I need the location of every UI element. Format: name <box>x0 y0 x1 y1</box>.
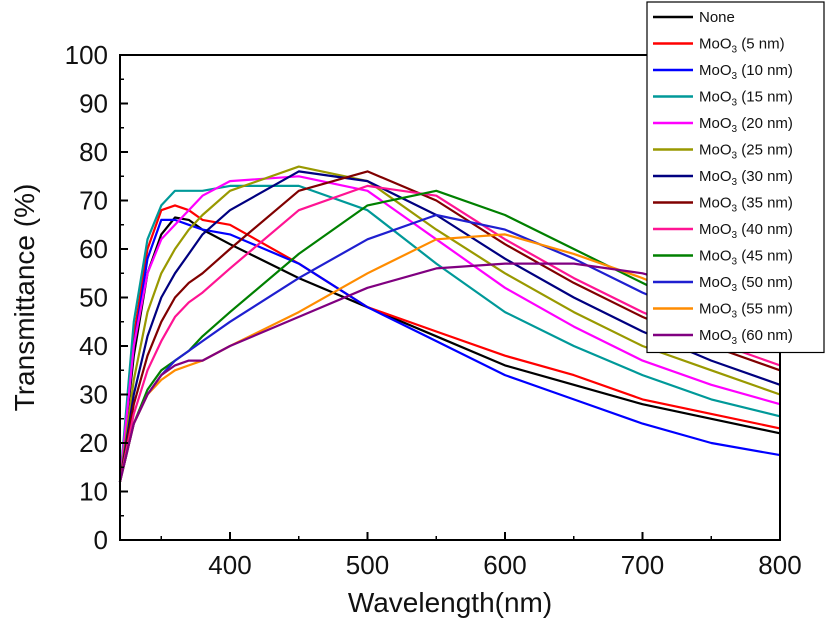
x-tick-label: 600 <box>483 550 526 580</box>
legend-label: MoO3 (25 nm) <box>699 142 793 162</box>
series-line-8 <box>118 184 781 483</box>
series-line-5 <box>118 165 781 482</box>
series-line-6 <box>118 170 781 482</box>
x-axis-title: Wavelength(nm) <box>348 587 552 618</box>
y-tick-label: 70 <box>79 186 108 216</box>
y-tick-label: 100 <box>65 40 108 70</box>
y-tick-label: 90 <box>79 89 108 119</box>
series-line-11 <box>118 233 781 483</box>
x-axis-ticks: 400 500 600 700 800 <box>160 532 802 580</box>
y-tick-label: 20 <box>79 428 108 458</box>
x-tick-label: 400 <box>208 550 251 580</box>
legend-label: MoO3 (60 nm) <box>699 327 793 347</box>
legend-label: MoO3 (20 nm) <box>699 115 793 135</box>
legend-label: MoO3 (45 nm) <box>699 248 793 268</box>
x-tick-label: 500 <box>346 550 389 580</box>
y-tick-label: 40 <box>79 331 108 361</box>
series-line-2 <box>118 218 781 482</box>
series-line-12 <box>118 262 781 483</box>
legend-label: MoO3 (55 nm) <box>699 301 793 321</box>
x-tick-label: 700 <box>621 550 664 580</box>
legend-label: MoO3 (30 nm) <box>699 168 793 188</box>
y-tick-label: 30 <box>79 380 108 410</box>
legend-label: MoO3 (50 nm) <box>699 274 793 294</box>
y-tick-label: 50 <box>79 283 108 313</box>
series-line-1 <box>118 204 781 482</box>
y-tick-label: 0 <box>94 525 108 555</box>
legend-label: None <box>699 9 735 26</box>
series-line-7 <box>118 170 781 482</box>
legend-label: MoO3 (10 nm) <box>699 62 793 82</box>
legend-label: MoO3 (5 nm) <box>699 36 785 56</box>
x-tick-label: 800 <box>758 550 801 580</box>
y-axis-title: Transmittance (%) <box>9 184 40 412</box>
plot-lines <box>118 165 781 483</box>
y-tick-label: 80 <box>79 137 108 167</box>
legend-label: MoO3 (40 nm) <box>699 221 793 241</box>
legend: None MoO3 (5 nm) MoO3 (10 nm) MoO3 (15 nm) M… <box>646 1 825 354</box>
series-line-3 <box>118 184 781 482</box>
legend-label: MoO3 (35 nm) <box>699 195 793 215</box>
y-tick-label: 60 <box>79 234 108 264</box>
y-axis-ticks: 0 10 20 30 40 50 60 70 80 90 100 <box>65 40 128 555</box>
y-tick-label: 10 <box>79 477 108 507</box>
legend-label: MoO3 (15 nm) <box>699 89 793 109</box>
